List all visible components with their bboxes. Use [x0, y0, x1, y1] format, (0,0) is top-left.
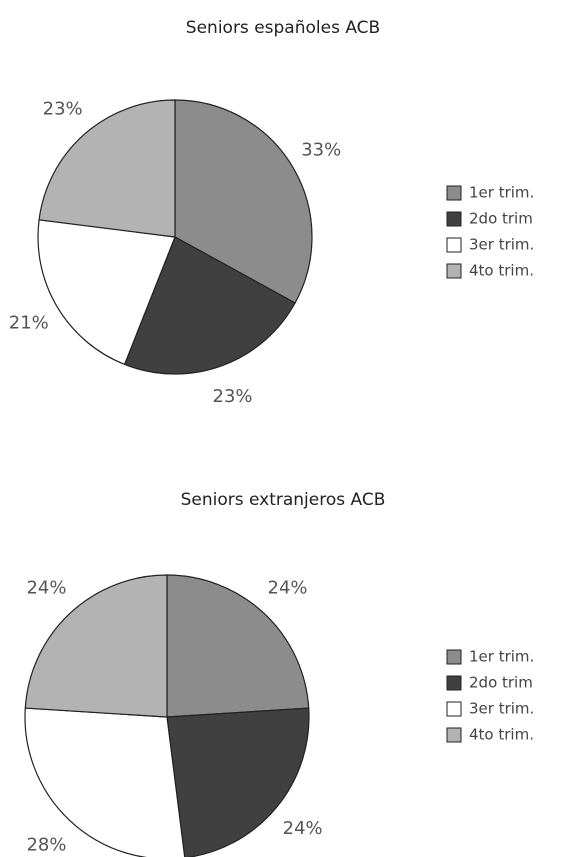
legend-swatch — [446, 727, 462, 743]
pie-slice — [37, 219, 176, 366]
legend-swatch — [446, 211, 462, 227]
slice-label: 33% — [301, 140, 341, 161]
legend-label: 4to trim. — [469, 726, 534, 744]
pie-slice — [24, 707, 186, 857]
legend-swatch — [446, 675, 462, 691]
slice-label: 28% — [26, 834, 66, 855]
legend-label: 3er trim. — [469, 236, 534, 254]
pie-slice — [123, 236, 296, 375]
slice-label: 24% — [283, 818, 323, 839]
pie-slice — [166, 707, 310, 857]
legend-label: 3er trim. — [469, 700, 534, 718]
pie-slice — [38, 99, 176, 238]
legend-swatch — [446, 185, 462, 201]
slice-label: 21% — [9, 312, 49, 333]
legend-label: 1er trim. — [469, 184, 534, 202]
legend-label: 2do trim — [469, 210, 533, 228]
legend-label: 1er trim. — [469, 648, 534, 666]
slice-label: 24% — [268, 578, 308, 599]
pie-slice — [166, 574, 310, 718]
slice-label: 24% — [26, 578, 66, 599]
legend-swatch — [446, 263, 462, 279]
slice-label: 23% — [213, 386, 253, 407]
chart-title: Seniors españoles ACB — [186, 18, 380, 38]
slice-label: 23% — [43, 99, 83, 120]
legend-label: 2do trim — [469, 674, 533, 692]
chart-title: Seniors extranjeros ACB — [181, 490, 386, 510]
pie-slice — [174, 99, 313, 304]
legend-swatch — [446, 649, 462, 665]
legend-swatch — [446, 701, 462, 717]
legend-swatch — [446, 237, 462, 253]
legend-label: 4to trim. — [469, 262, 534, 280]
pie-slice — [24, 574, 168, 718]
